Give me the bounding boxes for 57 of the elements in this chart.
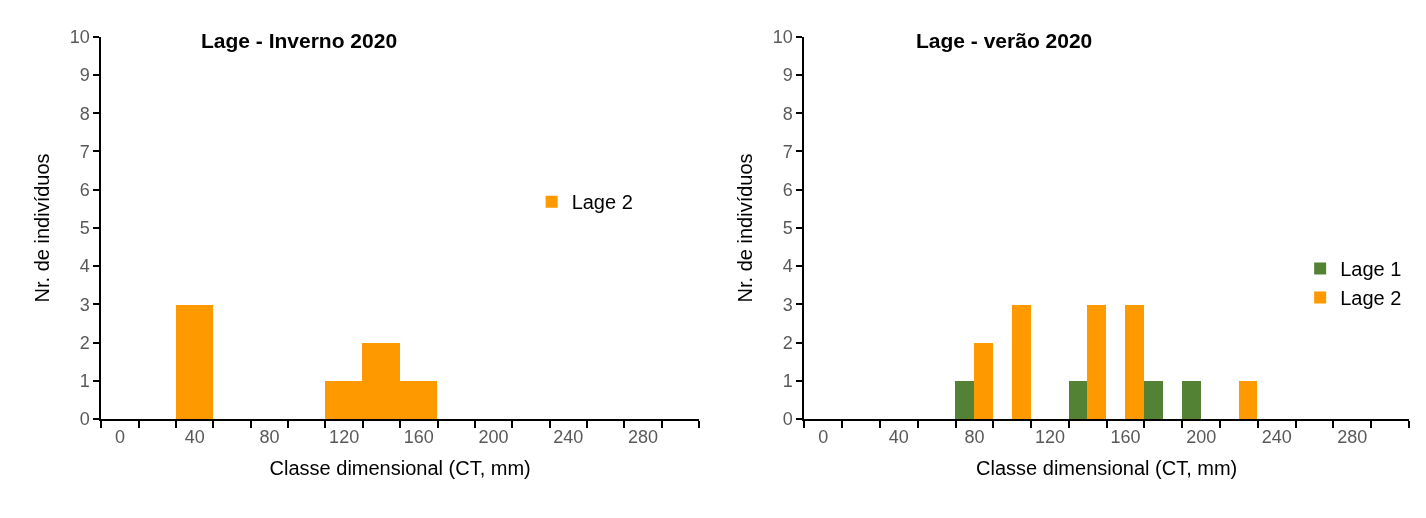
y-tick-label: 9 xyxy=(79,65,90,86)
y-tick-label: 5 xyxy=(79,218,90,239)
y-tick-label: 10 xyxy=(772,27,793,48)
x-axis-title: Classe dimensional (CT, mm) xyxy=(976,456,1238,479)
y-tick-label: 10 xyxy=(69,27,90,48)
bar xyxy=(1144,380,1164,419)
bar xyxy=(176,304,214,419)
y-tick-label: 2 xyxy=(782,332,793,353)
x-tick-label: 40 xyxy=(888,426,909,447)
x-tick-label: 240 xyxy=(1261,426,1292,447)
chart-title: Lage - verão 2020 xyxy=(916,29,1093,52)
x-tick-label: 0 xyxy=(818,426,829,447)
y-tick-label: 0 xyxy=(782,409,793,430)
y-axis-title: Nr. de indivíduos xyxy=(733,153,756,303)
x-tick-label: 40 xyxy=(184,426,205,447)
x-tick-label: 120 xyxy=(329,426,360,447)
x-tick-label: 240 xyxy=(553,426,584,447)
legend-label: Lage 2 xyxy=(571,191,633,214)
bar xyxy=(1012,304,1032,419)
chart-title: Lage - Inverno 2020 xyxy=(201,29,398,52)
x-tick-label: 280 xyxy=(1337,426,1368,447)
y-tick-label: 8 xyxy=(79,103,90,124)
y-tick-label: 6 xyxy=(79,179,90,200)
y-tick-label: 7 xyxy=(782,141,793,162)
y-tick-label: 3 xyxy=(79,294,90,315)
y-tick-label: 2 xyxy=(79,332,90,353)
y-tick-label: 4 xyxy=(79,256,90,277)
y-tick-label: 9 xyxy=(782,65,793,86)
bar xyxy=(1182,380,1202,419)
y-tick-label: 4 xyxy=(782,256,793,277)
y-axis-title: Nr. de indivíduos xyxy=(30,153,53,303)
bar xyxy=(1239,380,1258,419)
y-tick-label: 3 xyxy=(782,294,793,315)
x-axis-title: Classe dimensional (CT, mm) xyxy=(269,456,531,479)
legend-label: Lage 2 xyxy=(1340,287,1402,310)
x-tick-label: 120 xyxy=(1034,426,1066,447)
y-tick-label: 8 xyxy=(782,103,793,124)
y-tick-label: 7 xyxy=(79,141,90,162)
y-tick-label: 1 xyxy=(782,371,793,392)
x-tick-label: 160 xyxy=(1110,426,1141,447)
y-tick-label: 0 xyxy=(79,409,90,430)
x-tick-label: 80 xyxy=(964,426,985,447)
y-tick-label: 6 xyxy=(782,179,793,200)
x-tick-label: 160 xyxy=(403,426,434,447)
bar xyxy=(955,380,975,419)
bar xyxy=(974,342,994,419)
bar xyxy=(1125,304,1145,419)
y-tick-label: 1 xyxy=(79,371,90,392)
x-tick-label: 200 xyxy=(1186,426,1217,447)
x-tick-label: 280 xyxy=(627,426,658,447)
y-tick-label: 5 xyxy=(782,218,793,239)
legend-label: Lage 1 xyxy=(1340,258,1402,281)
bar xyxy=(1069,380,1088,419)
bar xyxy=(1087,304,1107,419)
x-tick-label: 200 xyxy=(478,426,509,447)
x-tick-label: 80 xyxy=(259,426,280,447)
x-tick-label: 0 xyxy=(115,426,126,447)
